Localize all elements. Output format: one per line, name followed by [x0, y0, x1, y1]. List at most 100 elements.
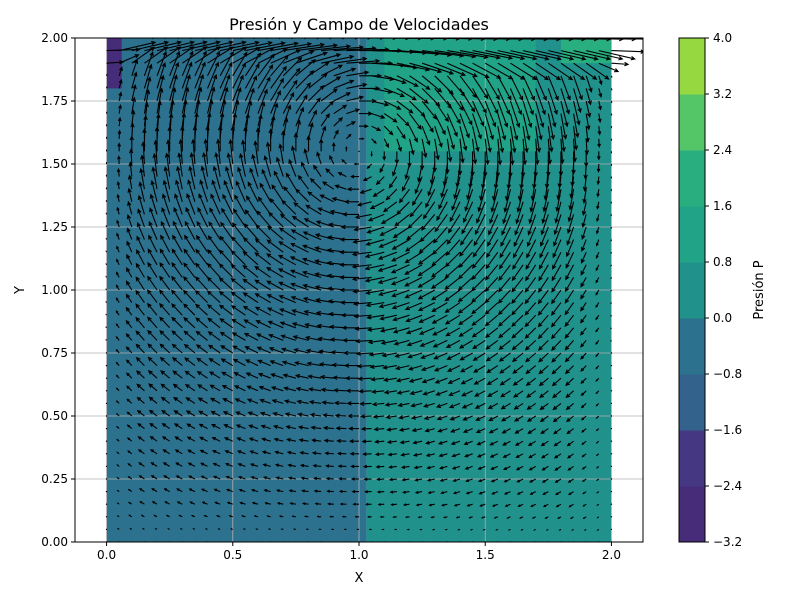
velocity-arrow: [217, 528, 221, 530]
velocity-arrow: [417, 302, 435, 311]
velocity-arrow: [418, 239, 436, 254]
velocity-arrow: [516, 189, 524, 213]
velocity-arrow: [279, 321, 297, 329]
velocity-arrow: [321, 54, 355, 64]
velocity-arrow: [428, 503, 435, 507]
velocity-arrow: [311, 451, 322, 456]
velocity-arrow: [514, 428, 524, 434]
velocity-arrow: [383, 377, 397, 382]
velocity-arrow: [598, 88, 603, 98]
velocity-arrow: [177, 152, 183, 177]
velocity-arrow: [280, 347, 297, 354]
velocity-arrow: [365, 239, 385, 246]
velocity-arrow: [169, 74, 178, 102]
velocity-quiver: [105, 38, 643, 542]
velocity-arrow: [105, 516, 108, 518]
velocity-arrow: [237, 475, 246, 480]
velocity-arrow: [595, 440, 600, 444]
velocity-arrow: [129, 528, 133, 530]
velocity-arrow: [221, 384, 234, 392]
velocity-arrow: [399, 440, 410, 445]
velocity-arrow: [160, 396, 170, 404]
x-axis-label: X: [355, 571, 364, 586]
velocity-arrow: [535, 88, 546, 116]
velocity-arrow: [585, 88, 592, 106]
velocity-arrow: [346, 82, 368, 89]
x-tick-label: 1.5: [476, 548, 495, 562]
velocity-arrow: [595, 415, 600, 419]
velocity-arrow: [125, 306, 133, 316]
velocity-arrow: [537, 314, 549, 328]
y-tick-label: 1.75: [41, 94, 68, 108]
velocity-arrow: [308, 400, 322, 405]
velocity-arrow: [105, 377, 108, 379]
velocity-arrow: [524, 277, 537, 293]
velocity-arrow: [500, 226, 511, 248]
velocity-arrow: [417, 289, 435, 300]
velocity-arrow: [419, 339, 435, 347]
velocity-arrow: [476, 453, 486, 458]
velocity-arrow: [487, 402, 499, 410]
velocity-arrow: [552, 390, 562, 399]
colorbar-tick-label: −2.4: [713, 479, 742, 493]
velocity-arrow: [171, 248, 183, 266]
velocity-arrow: [245, 372, 259, 379]
velocity-arrow: [267, 320, 284, 329]
velocity-arrow: [320, 387, 334, 393]
velocity-arrow: [472, 126, 480, 153]
velocity-arrow: [296, 399, 309, 405]
velocity-arrow: [580, 239, 587, 252]
velocity-arrow: [150, 475, 158, 480]
velocity-arrow: [610, 453, 613, 455]
velocity-arrow: [522, 100, 533, 129]
velocity-arrow: [434, 138, 440, 161]
velocity-arrow: [345, 133, 352, 140]
velocity-arrow: [246, 385, 259, 392]
velocity-arrow: [127, 476, 133, 480]
velocity-arrow: [522, 88, 534, 116]
velocity-arrow: [567, 478, 574, 483]
velocity-arrow: [461, 402, 473, 409]
velocity-arrow: [169, 46, 195, 64]
velocity-arrow: [337, 172, 347, 178]
velocity-arrow: [253, 140, 259, 165]
velocity-arrow: [484, 327, 499, 338]
velocity-arrow: [135, 356, 145, 366]
velocity-arrow: [448, 402, 461, 409]
velocity-arrow: [224, 450, 233, 455]
velocity-arrow: [524, 339, 537, 351]
velocity-arrow: [255, 333, 271, 341]
velocity-arrow: [339, 502, 347, 506]
velocity-arrow: [282, 104, 292, 127]
velocity-arrow: [564, 365, 574, 375]
velocity-arrow: [230, 305, 246, 316]
velocity-arrow: [384, 87, 406, 98]
velocity-arrow: [362, 464, 372, 469]
velocity-arrow: [289, 502, 296, 505]
velocity-arrow: [351, 490, 359, 494]
velocity-arrow: [396, 87, 417, 101]
velocity-arrow: [159, 275, 171, 291]
velocity-arrow: [509, 138, 515, 166]
velocity-arrow: [580, 314, 587, 324]
velocity-arrow: [564, 340, 574, 351]
velocity-arrow: [278, 143, 284, 165]
velocity-arrow: [511, 339, 524, 351]
velocity-arrow: [379, 515, 385, 519]
velocity-arrow: [212, 165, 221, 190]
velocity-arrow: [280, 334, 297, 341]
velocity-arrow: [308, 38, 359, 40]
velocity-arrow: [210, 423, 221, 430]
velocity-arrow: [125, 319, 133, 329]
velocity-arrow: [320, 64, 344, 77]
velocity-arrow: [565, 251, 575, 269]
velocity-arrow: [401, 478, 410, 482]
velocity-arrow: [231, 222, 246, 240]
velocity-arrow: [156, 40, 195, 52]
velocity-arrow: [472, 75, 489, 100]
velocity-arrow: [203, 514, 208, 518]
velocity-arrow: [115, 348, 120, 354]
velocity-arrow: [147, 343, 158, 354]
velocity-arrow: [136, 221, 145, 240]
velocity-arrow: [515, 453, 524, 458]
